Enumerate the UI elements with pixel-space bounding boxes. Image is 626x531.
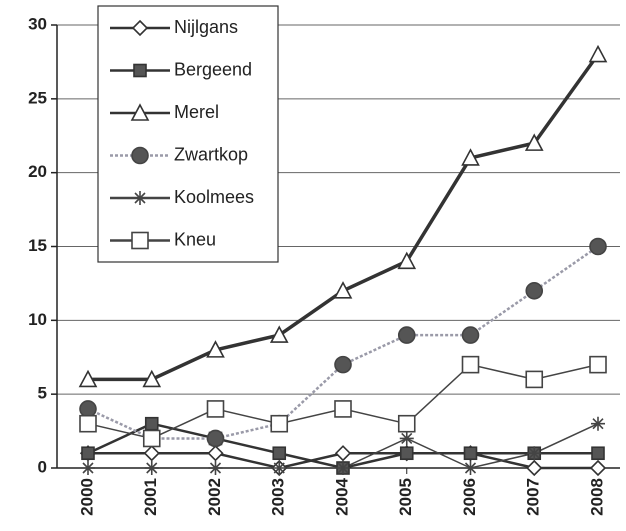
marker bbox=[133, 191, 147, 205]
x-tick-label: 2005 bbox=[396, 478, 415, 516]
marker bbox=[207, 445, 224, 462]
marker bbox=[272, 446, 287, 461]
marker bbox=[79, 414, 97, 433]
marker bbox=[143, 445, 160, 462]
legend-label: Zwartkop bbox=[174, 144, 248, 164]
marker bbox=[461, 355, 480, 374]
marker bbox=[81, 446, 95, 461]
marker bbox=[270, 414, 289, 433]
marker bbox=[589, 237, 607, 256]
legend-label: Bergeend bbox=[174, 59, 252, 79]
marker bbox=[133, 63, 147, 78]
legend-box bbox=[97, 5, 279, 263]
marker bbox=[206, 429, 225, 448]
marker bbox=[591, 416, 605, 431]
marker bbox=[524, 133, 544, 151]
marker bbox=[525, 281, 544, 300]
marker bbox=[527, 446, 542, 461]
y-tick-label: 10 bbox=[28, 310, 47, 329]
x-tick-label: 2003 bbox=[269, 478, 288, 516]
marker bbox=[131, 19, 149, 37]
marker bbox=[463, 461, 478, 475]
x-tick-label: 2001 bbox=[141, 478, 160, 516]
y-tick-label: 0 bbox=[38, 457, 47, 476]
marker bbox=[589, 355, 607, 374]
marker bbox=[131, 231, 149, 250]
marker bbox=[399, 446, 414, 461]
marker bbox=[272, 461, 287, 475]
marker bbox=[206, 340, 225, 358]
legend-label: Merel bbox=[174, 102, 219, 122]
legend-label: Nijlgans bbox=[174, 17, 238, 37]
x-tick-label: 2002 bbox=[205, 478, 224, 516]
legend: Nijlgans Bergeend Merel Zwartkop Koolmees Kne… bbox=[97, 5, 279, 263]
marker bbox=[526, 459, 543, 477]
marker bbox=[588, 44, 608, 63]
y-tick-label: 20 bbox=[28, 162, 47, 181]
x-tick-label: 2008 bbox=[587, 478, 606, 516]
marker bbox=[130, 103, 150, 121]
y-tick-label: 5 bbox=[38, 384, 47, 403]
x-tick-label: 2007 bbox=[524, 478, 543, 516]
marker bbox=[397, 251, 417, 270]
marker bbox=[334, 400, 352, 418]
marker bbox=[142, 429, 161, 448]
marker bbox=[463, 446, 478, 461]
marker bbox=[336, 461, 350, 475]
y-tick-label: 25 bbox=[28, 88, 47, 107]
marker bbox=[208, 461, 223, 475]
marker bbox=[333, 281, 353, 299]
marker bbox=[131, 146, 149, 165]
marker bbox=[589, 459, 607, 477]
marker bbox=[525, 370, 544, 389]
marker bbox=[78, 369, 98, 388]
x-tick-label: 2004 bbox=[332, 477, 351, 515]
marker bbox=[79, 400, 97, 418]
marker bbox=[144, 416, 159, 431]
marker bbox=[269, 325, 289, 343]
marker bbox=[334, 355, 352, 374]
y-tick-label: 30 bbox=[28, 14, 47, 33]
marker bbox=[397, 326, 416, 344]
marker bbox=[142, 369, 162, 388]
marker bbox=[81, 461, 95, 475]
x-tick-label: 2000 bbox=[77, 478, 96, 516]
y-tick-label: 15 bbox=[28, 236, 47, 255]
marker bbox=[206, 400, 225, 418]
marker bbox=[334, 445, 352, 462]
marker bbox=[461, 148, 480, 166]
x-tick-label: 2006 bbox=[460, 478, 479, 516]
legend-label: Kneu bbox=[174, 229, 216, 249]
marker bbox=[399, 431, 414, 446]
marker bbox=[591, 446, 605, 461]
legend-label: Koolmees bbox=[174, 187, 254, 207]
marker bbox=[461, 326, 480, 344]
marker bbox=[397, 414, 416, 433]
marker bbox=[144, 461, 159, 475]
